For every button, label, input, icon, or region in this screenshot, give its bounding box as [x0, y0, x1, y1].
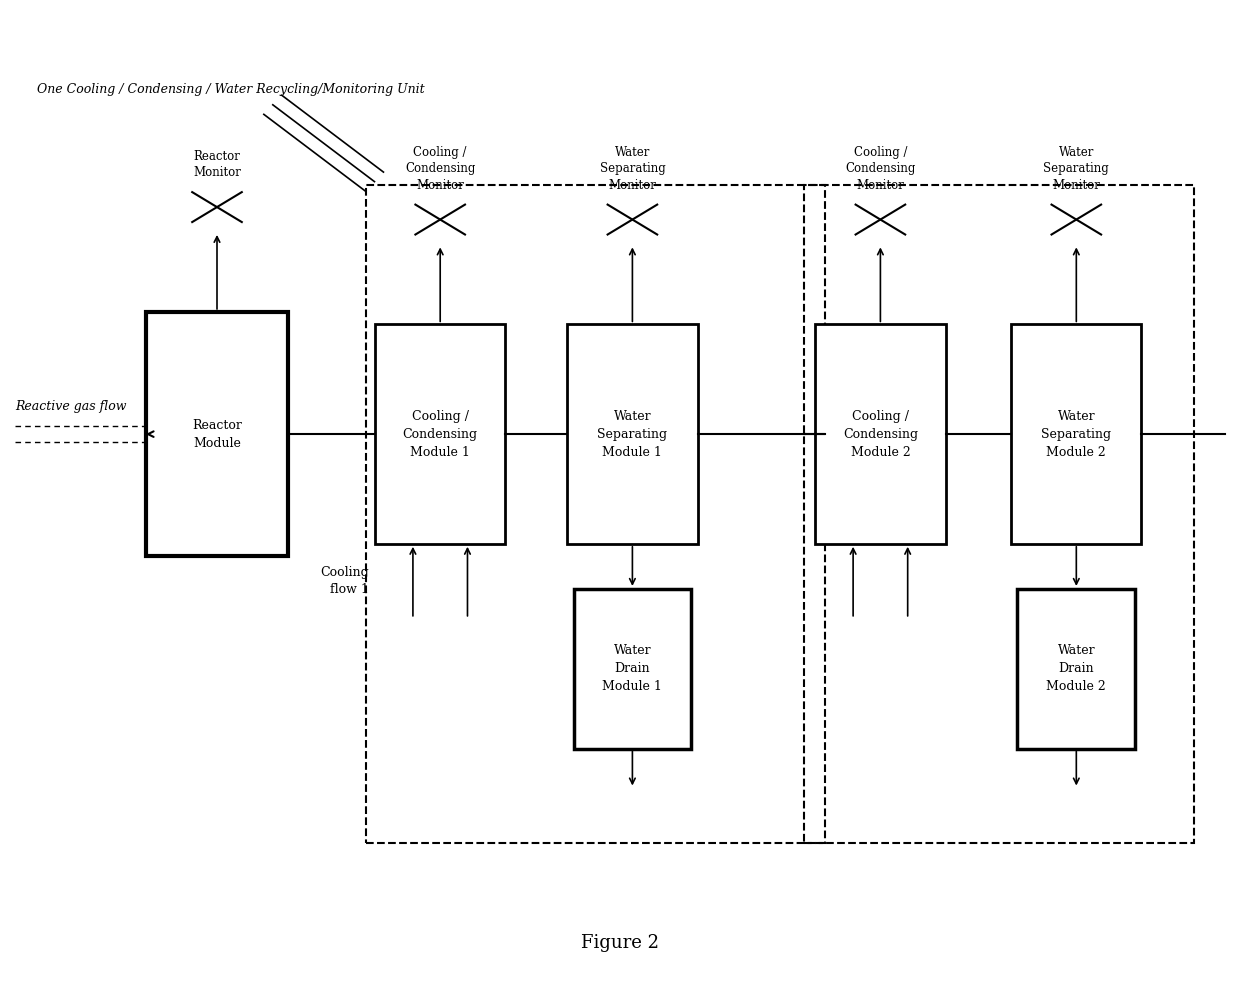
Text: One Cooling / Condensing / Water Recycling/Monitoring Unit: One Cooling / Condensing / Water Recycli…	[37, 83, 425, 97]
Text: Reactive gas flow: Reactive gas flow	[15, 399, 126, 413]
Bar	[816, 324, 945, 544]
Text: Reactor
Monitor: Reactor Monitor	[193, 150, 241, 180]
Text: Water
Drain
Module 2: Water Drain Module 2	[1047, 644, 1106, 694]
Text: Cooling /
Condensing
Monitor: Cooling / Condensing Monitor	[846, 146, 915, 192]
Bar	[366, 185, 825, 843]
Text: Figure 2: Figure 2	[582, 934, 658, 952]
Text: Cooling /
Condensing
Module 1: Cooling / Condensing Module 1	[403, 409, 477, 459]
Text: Cooling
flow 1: Cooling flow 1	[320, 566, 370, 597]
Text: Water
Separating
Module 2: Water Separating Module 2	[1042, 409, 1111, 459]
Text: Reactor
Module: Reactor Module	[192, 418, 242, 450]
Bar	[573, 589, 692, 748]
Text: Cooling /
Condensing
Monitor: Cooling / Condensing Monitor	[405, 146, 475, 192]
Text: Cooling /
Condensing
Module 2: Cooling / Condensing Module 2	[843, 409, 918, 459]
Bar	[568, 324, 697, 544]
Bar	[374, 324, 506, 544]
Text: Water
Separating
Module 1: Water Separating Module 1	[598, 409, 667, 459]
Text: Water
Drain
Module 1: Water Drain Module 1	[603, 644, 662, 694]
Bar	[146, 312, 288, 557]
Bar	[1012, 324, 1142, 544]
Text: Water
Separating
Monitor: Water Separating Monitor	[1043, 146, 1110, 192]
Bar	[1017, 589, 1136, 748]
Text: Water
Separating
Monitor: Water Separating Monitor	[599, 146, 666, 192]
Bar	[804, 185, 1194, 843]
